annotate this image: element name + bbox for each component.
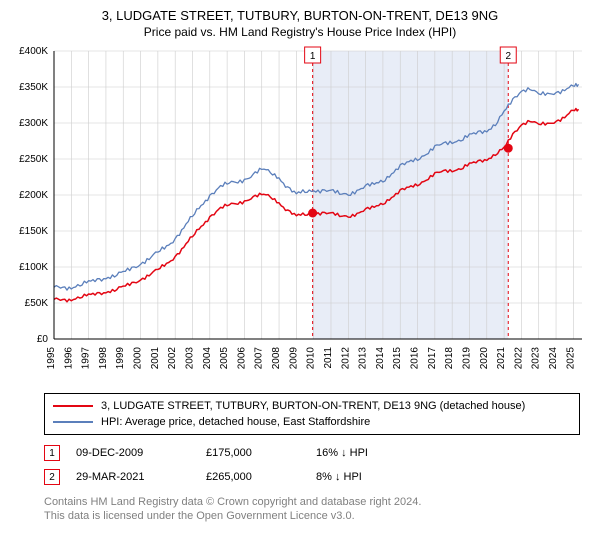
note-row: 2 29-MAR-2021£265,0008% ↓ HPI (44, 465, 590, 489)
note-diff: 8% ↓ HPI (316, 471, 426, 483)
x-tick-label: 1999 (115, 347, 126, 370)
note-marker: 1 (44, 445, 60, 461)
chart-svg: £0 £50K £100K £150K £200K £250K £300K £350K £400… (10, 45, 590, 389)
x-tick-label: 2001 (150, 347, 161, 370)
footer-line-2: This data is licensed under the Open Gov… (44, 509, 590, 523)
x-tick-label: 2010 (306, 347, 317, 370)
title-block: 3, LUDGATE STREET, TUTBURY, BURTON-ON-TR… (10, 8, 590, 45)
x-tick-label: 2016 (410, 347, 421, 370)
y-tick-label: £100K (19, 262, 48, 273)
footer-attribution: Contains HM Land Registry data © Crown c… (44, 495, 590, 524)
plot-area: £0 £50K £100K £150K £200K £250K £300K £350K £400… (10, 45, 590, 389)
note-date: 09-DEC-2009 (76, 447, 206, 459)
x-tick-label: 2003 (184, 347, 195, 370)
note-marker: 2 (44, 469, 60, 485)
x-tick-label: 2014 (375, 347, 386, 370)
y-tick-label: £250K (19, 154, 48, 165)
note-price: £175,000 (206, 447, 316, 459)
sale-marker (504, 144, 513, 153)
x-tick-label: 2023 (531, 347, 542, 370)
legend-label: HPI: Average price, detached house, East… (101, 416, 370, 428)
x-tick-label: 2021 (496, 347, 507, 370)
x-tick-label: 2017 (427, 347, 438, 370)
legend-swatch (53, 405, 93, 407)
note-date: 29-MAR-2021 (76, 471, 206, 483)
note-price: £265,000 (206, 471, 316, 483)
x-tick-label: 2009 (288, 347, 299, 370)
x-tick-label: 2008 (271, 347, 282, 370)
legend-swatch (53, 421, 93, 423)
x-tick-label: 2002 (167, 347, 178, 370)
y-tick-label: £200K (19, 190, 48, 201)
x-tick-label: 2007 (254, 347, 265, 370)
footer-line-1: Contains HM Land Registry data © Crown c… (44, 495, 590, 509)
legend-row: 3, LUDGATE STREET, TUTBURY, BURTON-ON-TR… (53, 398, 571, 414)
x-tick-label: 2019 (461, 347, 472, 370)
chart-title: 3, LUDGATE STREET, TUTBURY, BURTON-ON-TR… (10, 8, 590, 23)
x-tick-label: 2011 (323, 347, 334, 369)
note-row: 1 09-DEC-2009£175,00016% ↓ HPI (44, 441, 590, 465)
x-tick-label: 2020 (479, 347, 490, 370)
x-tick-label: 1996 (63, 347, 74, 370)
x-tick-label: 2000 (133, 347, 144, 370)
event-marker-label: 2 (505, 51, 511, 62)
y-tick-label: £0 (37, 334, 49, 345)
x-tick-label: 2022 (513, 347, 524, 370)
y-tick-label: £300K (19, 118, 48, 129)
legend-row: HPI: Average price, detached house, East… (53, 414, 571, 430)
x-tick-label: 2004 (202, 347, 213, 370)
x-tick-label: 2012 (340, 347, 351, 370)
x-tick-label: 1997 (81, 347, 92, 370)
x-tick-label: 2015 (392, 347, 403, 370)
x-tick-label: 1995 (46, 347, 57, 370)
y-tick-label: £150K (19, 226, 48, 237)
x-tick-label: 2025 (565, 347, 576, 370)
note-diff: 16% ↓ HPI (316, 447, 426, 459)
x-tick-label: 1998 (98, 347, 109, 370)
y-tick-label: £350K (19, 82, 48, 93)
event-marker-label: 1 (310, 51, 316, 62)
x-tick-label: 2005 (219, 347, 230, 370)
y-tick-label: £50K (25, 298, 49, 309)
x-tick-label: 2006 (236, 347, 247, 370)
x-tick-label: 2018 (444, 347, 455, 370)
legend-label: 3, LUDGATE STREET, TUTBURY, BURTON-ON-TR… (101, 400, 525, 412)
y-tick-label: £400K (19, 46, 48, 57)
x-tick-label: 2024 (548, 347, 559, 370)
sale-marker (308, 209, 317, 218)
legend: 3, LUDGATE STREET, TUTBURY, BURTON-ON-TR… (44, 393, 580, 435)
chart-subtitle: Price paid vs. HM Land Registry's House … (10, 25, 590, 39)
x-tick-label: 2013 (358, 347, 369, 370)
chart-container: 3, LUDGATE STREET, TUTBURY, BURTON-ON-TR… (0, 0, 600, 560)
sale-notes: 1 09-DEC-2009£175,00016% ↓ HPI 2 29-MAR-202… (44, 441, 590, 489)
